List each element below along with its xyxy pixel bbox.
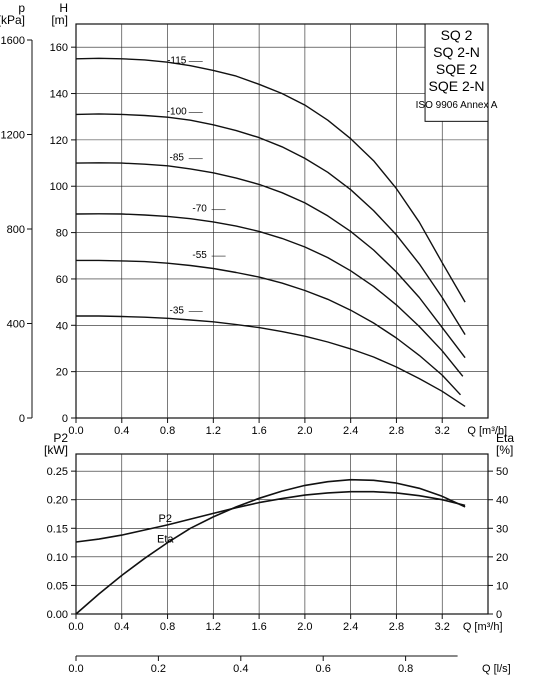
svg-text:1600: 1600: [1, 35, 25, 47]
svg-text:120: 120: [50, 135, 68, 147]
svg-text:2.8: 2.8: [389, 425, 404, 437]
svg-text:100: 100: [50, 181, 68, 193]
svg-text:0.6: 0.6: [316, 663, 331, 675]
svg-text:Eta: Eta: [157, 534, 174, 546]
svg-text:0.4: 0.4: [114, 425, 129, 437]
svg-text:0.2: 0.2: [151, 663, 166, 675]
svg-text:2.4: 2.4: [343, 425, 358, 437]
svg-text:40: 40: [56, 320, 68, 332]
svg-text:-85: -85: [169, 153, 184, 164]
pump-chart: 0.00.40.81.21.62.02.42.83.2Q [m³/h]02040…: [0, 0, 539, 694]
svg-text:0.8: 0.8: [398, 663, 413, 675]
svg-text:10: 10: [496, 580, 508, 592]
hq-curve: [76, 214, 463, 376]
svg-text:0.8: 0.8: [160, 425, 175, 437]
svg-text:80: 80: [56, 228, 68, 240]
svg-text:0: 0: [62, 413, 68, 425]
svg-text:0: 0: [496, 609, 502, 621]
svg-text:Q [l/s]: Q [l/s]: [482, 663, 511, 675]
svg-text:0.20: 0.20: [47, 495, 68, 507]
svg-text:2.8: 2.8: [389, 621, 404, 633]
svg-text:2.4: 2.4: [343, 621, 358, 633]
svg-text:50: 50: [496, 466, 508, 478]
svg-text:20: 20: [496, 552, 508, 564]
svg-text:0.4: 0.4: [114, 621, 129, 633]
svg-text:-55: -55: [192, 250, 207, 261]
svg-text:-35: -35: [169, 306, 184, 317]
svg-text:ISO 9906 Annex A: ISO 9906 Annex A: [416, 100, 498, 111]
svg-text:20: 20: [56, 367, 68, 379]
svg-text:40: 40: [496, 495, 508, 507]
svg-text:0.00: 0.00: [47, 609, 68, 621]
svg-text:800: 800: [7, 224, 25, 236]
hq-curve: [76, 114, 465, 335]
svg-text:-100: -100: [167, 106, 187, 117]
svg-text:3.2: 3.2: [435, 425, 450, 437]
svg-text:[m]: [m]: [51, 13, 68, 27]
svg-text:3.2: 3.2: [435, 621, 450, 633]
svg-text:1.2: 1.2: [206, 621, 221, 633]
svg-text:2.0: 2.0: [297, 621, 312, 633]
svg-text:SQE 2-N: SQE 2-N: [429, 78, 485, 94]
svg-text:[kW]: [kW]: [44, 443, 68, 457]
svg-text:[kPa]: [kPa]: [0, 13, 25, 27]
svg-text:-115: -115: [167, 55, 187, 66]
hq-curve: [76, 163, 465, 358]
hq-curve: [76, 58, 465, 302]
svg-text:400: 400: [7, 319, 25, 331]
svg-text:1.6: 1.6: [251, 621, 266, 633]
svg-text:2.0: 2.0: [297, 425, 312, 437]
svg-text:0.15: 0.15: [47, 523, 68, 535]
svg-text:SQE 2: SQE 2: [436, 61, 477, 77]
svg-text:1200: 1200: [1, 130, 25, 142]
svg-text:0.0: 0.0: [68, 663, 83, 675]
svg-text:SQ 2-N: SQ 2-N: [433, 44, 480, 60]
svg-text:0.05: 0.05: [47, 580, 68, 592]
svg-text:Q [m³/h]: Q [m³/h]: [463, 621, 503, 633]
svg-text:0.25: 0.25: [47, 466, 68, 478]
svg-text:0.10: 0.10: [47, 552, 68, 564]
svg-text:-70: -70: [192, 204, 207, 215]
svg-text:0.4: 0.4: [233, 663, 248, 675]
svg-text:140: 140: [50, 89, 68, 101]
hq-curve: [76, 316, 465, 406]
svg-text:1.2: 1.2: [206, 425, 221, 437]
svg-text:0.0: 0.0: [68, 425, 83, 437]
hq-curve: [76, 260, 461, 394]
svg-text:SQ 2: SQ 2: [441, 27, 473, 43]
svg-text:0.0: 0.0: [68, 621, 83, 633]
svg-text:[%]: [%]: [496, 443, 513, 457]
p2-curve: [76, 492, 465, 542]
svg-text:P2: P2: [159, 513, 172, 525]
svg-text:60: 60: [56, 274, 68, 286]
svg-text:30: 30: [496, 523, 508, 535]
svg-text:1.6: 1.6: [251, 425, 266, 437]
svg-text:160: 160: [50, 42, 68, 54]
svg-text:0: 0: [19, 413, 25, 425]
svg-text:0.8: 0.8: [160, 621, 175, 633]
